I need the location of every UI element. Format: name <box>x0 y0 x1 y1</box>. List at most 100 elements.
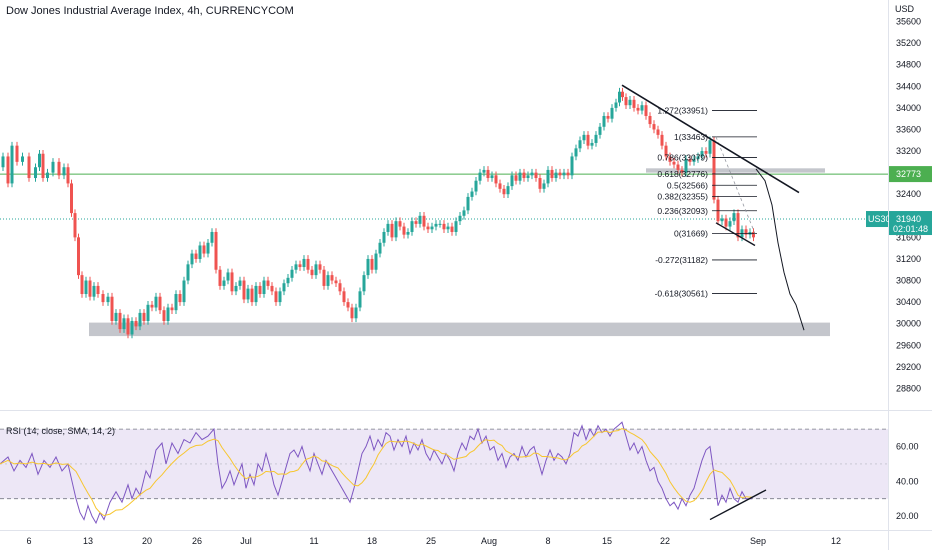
candle-body <box>246 288 250 300</box>
candle-body <box>278 291 282 303</box>
candle-body <box>88 280 92 297</box>
time-tick-label: Sep <box>750 536 766 546</box>
candle-body <box>342 291 346 303</box>
candle-body <box>696 156 700 160</box>
time-tick-label: 13 <box>83 536 93 546</box>
candle-body <box>522 172 526 179</box>
candle-body <box>610 107 614 119</box>
fib-retracement[interactable]: 1.272(33951) 1(33463) 0.786(33079) 0.618(32… <box>655 106 757 299</box>
candle-body <box>158 296 162 311</box>
candle-body <box>334 280 338 284</box>
candle-body <box>621 91 624 98</box>
fib-level-label: -0.272(31182) <box>655 255 708 265</box>
fib-level-label: 0.382(32355) <box>657 192 708 202</box>
candle-body <box>602 115 606 127</box>
candle-body <box>550 169 554 179</box>
candle-body <box>700 151 704 157</box>
candle-body <box>474 180 478 192</box>
candle-body <box>402 226 406 235</box>
fib-level-label: 0.618(32776) <box>657 169 708 179</box>
horizontal-level-tag <box>889 166 932 183</box>
candle-body <box>110 296 114 321</box>
candle-body <box>708 140 712 154</box>
candle-body <box>230 272 234 292</box>
candle-body <box>478 172 482 181</box>
candle-body <box>306 258 310 270</box>
support-zone[interactable] <box>89 322 830 337</box>
candle-body <box>206 242 210 254</box>
projection-path[interactable] <box>755 168 805 331</box>
candle-body <box>198 245 202 259</box>
drawings-layer[interactable] <box>621 84 805 331</box>
candle-body <box>41 153 45 179</box>
candle-body <box>652 124 656 130</box>
candle-body <box>680 169 684 173</box>
candle-body <box>434 223 438 227</box>
candle-body <box>502 188 506 195</box>
price-tick-label: 32400 <box>896 189 921 199</box>
candle-body <box>732 213 736 222</box>
time-tick-label: 12 <box>831 536 841 546</box>
candle-body <box>422 215 426 227</box>
chart-title: Dow Jones Industrial Average Index, 4h, … <box>6 5 294 17</box>
rsi-tick-label: 40.00 <box>896 476 919 486</box>
candle-body <box>362 275 366 292</box>
candle-body <box>114 312 118 321</box>
candle-body <box>282 283 286 292</box>
resistance-zone[interactable] <box>646 168 825 173</box>
rsi-series-layer <box>0 421 767 525</box>
candle-body <box>77 237 80 276</box>
candle-body <box>728 221 732 227</box>
candle-body <box>174 294 178 311</box>
countdown-label: 02:01:48 <box>893 224 928 234</box>
horizontal-level-tag-label: 32773 <box>896 169 921 179</box>
candle-body <box>628 99 632 106</box>
price-tick-label: 29200 <box>896 362 921 372</box>
resistance-trendline[interactable] <box>621 84 800 194</box>
candle-body <box>684 159 688 173</box>
candle-body <box>38 153 41 168</box>
time-tick-label: 26 <box>192 536 202 546</box>
candle-body <box>510 175 514 187</box>
candle-body <box>218 269 222 286</box>
candle-body <box>688 159 692 162</box>
candle-body <box>15 145 19 162</box>
rsi-tick-label: 20.00 <box>896 511 919 521</box>
time-tick-label: 18 <box>367 536 377 546</box>
candle-body <box>426 226 430 230</box>
price-tick-label: 30400 <box>896 297 921 307</box>
candle-body <box>514 175 518 181</box>
candle-body <box>96 285 100 295</box>
candle-body <box>636 107 640 111</box>
candle-body <box>530 172 534 176</box>
candle-body <box>314 264 318 276</box>
price-tick-label: 34800 <box>896 60 921 70</box>
candle-body <box>566 172 570 176</box>
fib-level-label: 0.236(32093) <box>657 206 708 216</box>
symbol-tag-label: US30 <box>868 214 891 224</box>
candle-body <box>298 264 302 268</box>
candle-body <box>672 161 676 165</box>
candle-body <box>186 264 190 281</box>
candle-body <box>736 213 740 238</box>
candle-body <box>118 312 122 330</box>
price-tick-label: 35200 <box>896 38 921 48</box>
candle-body <box>590 142 594 146</box>
candle-body <box>294 264 298 270</box>
wedge-support-trendline[interactable] <box>715 222 756 247</box>
candle-body <box>210 231 214 243</box>
rsi-ma-line <box>0 428 753 517</box>
candle-body <box>290 269 294 278</box>
price-pane[interactable] <box>0 0 888 410</box>
currency-label: USD <box>895 4 915 14</box>
rsi-support-trendline[interactable] <box>709 489 767 521</box>
candle-body <box>122 318 126 330</box>
candle-body <box>350 307 354 319</box>
candle-body <box>226 272 230 281</box>
rsi-axis[interactable]: 60.00 40.00 20.00 <box>896 442 919 522</box>
time-tick-label: 11 <box>309 536 318 546</box>
candle-body <box>286 277 290 284</box>
time-axis[interactable]: 6 13 20 26 Jul 11 18 25 Aug 8 15 22 Sep 12 <box>26 536 841 546</box>
candle-body <box>394 221 398 238</box>
